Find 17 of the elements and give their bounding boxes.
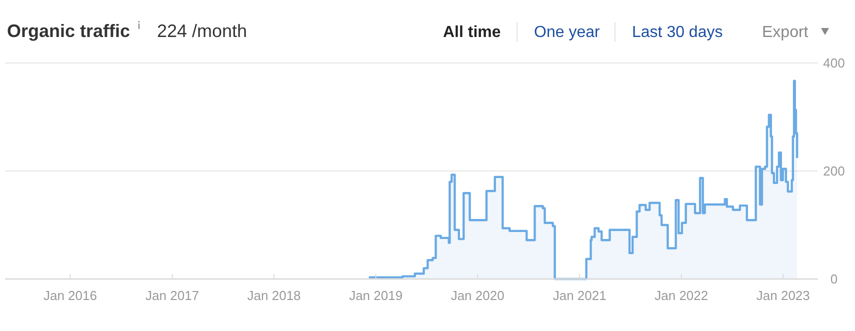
text: One year [534,24,600,41]
x-tick-label: Jan 2016 [43,288,97,303]
x-tick-label: Jan 2021 [552,288,606,303]
y-tick-label: 400 [823,56,845,70]
x-tick-label: Jan 2022 [654,288,708,303]
text: Export [762,24,809,41]
x-tick-label: Jan 2018 [247,288,301,303]
chart-subtitle: 224 /month [157,21,248,41]
chart-title: Organic traffic [7,21,130,41]
x-tick-label: Jan 2020 [450,288,504,303]
text: All time [443,24,501,41]
x-tick-label: Jan 2017 [146,288,200,303]
y-tick-label: 200 [823,164,845,178]
text: Last 30 days [632,24,723,41]
x-tick-label: Jan 2023 [756,288,810,303]
x-tick-label: Jan 2019 [349,288,403,303]
y-tick-label: 0 [830,272,838,286]
